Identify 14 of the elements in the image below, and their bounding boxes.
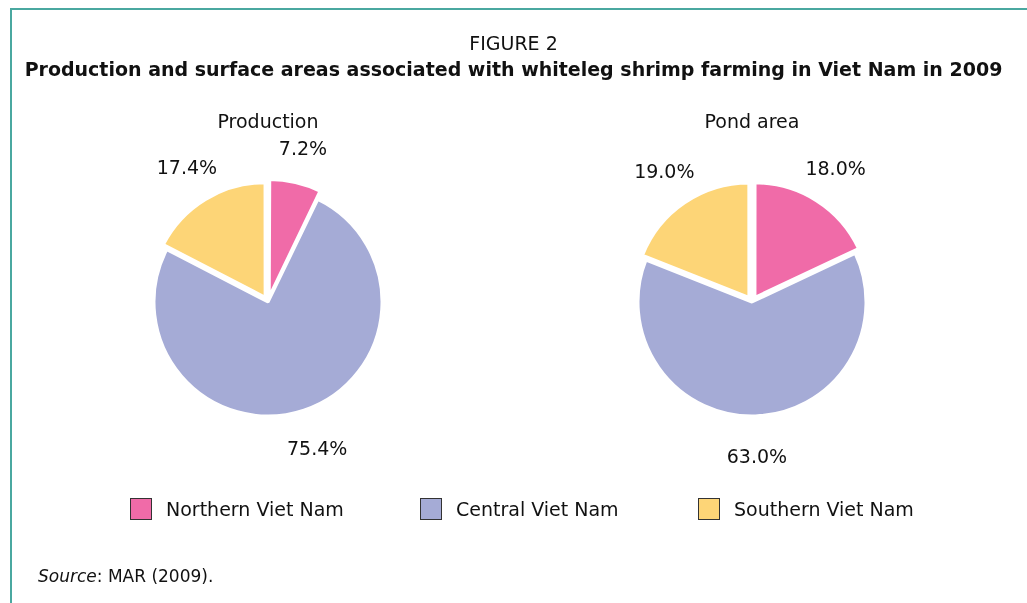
data-label: 75.4% xyxy=(286,437,348,459)
data-label: 19.0% xyxy=(634,159,695,182)
data-label: 18.0% xyxy=(805,157,866,180)
data-label: 7.2% xyxy=(278,136,328,159)
legend-label: Southern Viet Nam xyxy=(734,498,914,520)
legend-label: Central Viet Nam xyxy=(456,498,619,520)
chart-title: Pond area xyxy=(703,110,801,132)
data-label: 63.0% xyxy=(726,444,788,467)
text: FIGURE 2 xyxy=(468,32,559,54)
data-label: 17.4% xyxy=(156,155,218,178)
legend-label: Northern Viet Nam xyxy=(166,498,344,520)
chart-title: Production xyxy=(216,110,320,132)
source-note: Source: MAR (2009). xyxy=(38,566,214,586)
text: Production and surface areas associated with whiteleg shrimp farming in Viet Nam in 2009 xyxy=(23,58,1004,80)
